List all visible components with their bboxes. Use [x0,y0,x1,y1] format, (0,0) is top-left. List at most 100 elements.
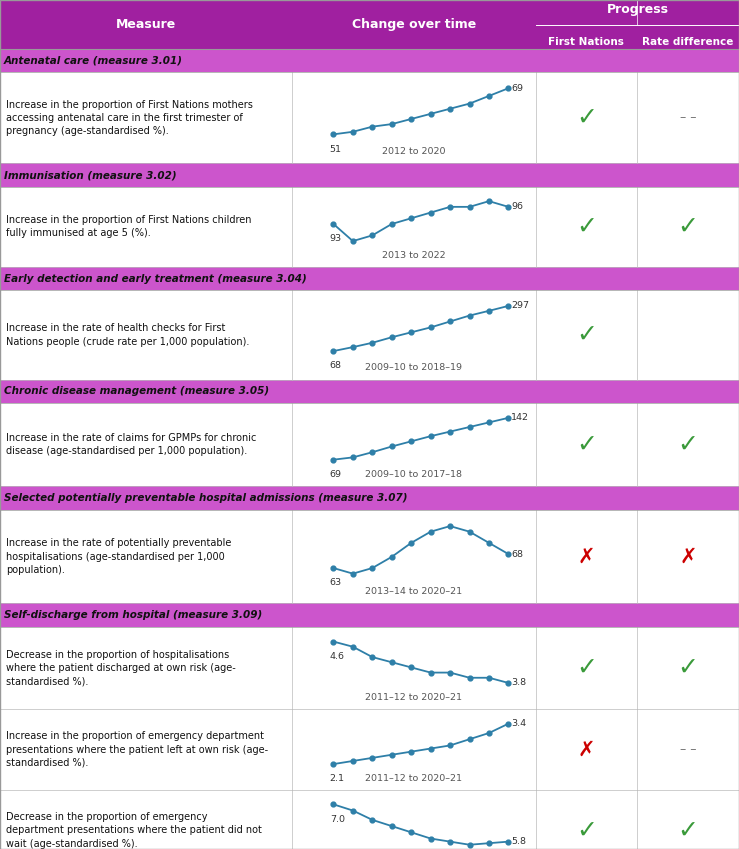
Point [425,107,437,121]
Point [405,435,417,448]
Point [386,748,398,762]
Point [483,536,495,549]
Point [463,525,475,538]
Text: 2012 to 2020: 2012 to 2020 [382,147,446,155]
Text: 2.1: 2.1 [330,774,344,784]
Bar [0,49,739,72]
Text: 93: 93 [330,234,342,243]
Point [425,321,437,335]
Point [425,205,437,219]
Point [327,561,339,575]
Point [327,217,339,231]
Text: 69: 69 [330,469,341,479]
Text: ✓: ✓ [576,215,597,239]
Point [386,550,398,564]
Point [463,671,475,684]
Text: 2009–10 to 2018–19: 2009–10 to 2018–19 [365,363,463,372]
Point [367,650,378,664]
Point [405,112,417,126]
Point [463,200,475,214]
Point [503,676,514,689]
Point [463,838,475,849]
Point [405,325,417,339]
Point [386,217,398,231]
Point [444,200,456,214]
Text: 2013–14 to 2020–21: 2013–14 to 2020–21 [365,587,463,596]
Point [444,739,456,752]
Text: ✗: ✗ [578,739,595,760]
Text: 69: 69 [511,84,523,93]
Text: 5.8: 5.8 [511,837,526,846]
Point [483,671,495,684]
Point [444,666,456,679]
Text: ✓: ✓ [576,818,597,842]
Point [444,102,456,115]
Text: Measure: Measure [116,18,176,31]
Text: 3.4: 3.4 [511,719,526,728]
Text: ✓: ✓ [576,656,597,680]
Text: First Nations: First Nations [548,37,624,47]
Text: 142: 142 [511,413,529,422]
Point [483,416,495,430]
Point [444,520,456,533]
Point [444,835,456,848]
Bar [0,290,739,380]
Text: Immunisation (measure 3.02): Immunisation (measure 3.02) [4,170,177,180]
Point [503,548,514,561]
Text: Increase in the rate of health checks for First
Nations people (crude rate per 1: Increase in the rate of health checks fo… [6,323,249,346]
Point [503,717,514,730]
Point [463,420,475,434]
Text: – –: – – [680,743,696,756]
Point [405,825,417,839]
Text: ✓: ✓ [576,323,597,347]
Point [444,424,456,438]
Point [425,832,437,846]
Point [483,304,495,318]
Point [367,336,378,350]
Point [503,835,514,848]
Point [367,120,378,133]
Bar [0,403,739,486]
Text: Increase in the proportion of emergency department
presentations where the patie: Increase in the proportion of emergency … [6,732,268,767]
Bar [0,604,739,627]
Point [483,89,495,103]
Bar [0,627,739,709]
Bar [0,163,739,187]
Bar [0,790,739,849]
Text: 68: 68 [511,549,523,559]
Text: ✓: ✓ [678,215,698,239]
Point [367,228,378,242]
Bar [0,709,739,790]
Point [405,536,417,549]
Text: 2011–12 to 2020–21: 2011–12 to 2020–21 [365,693,463,702]
Point [463,733,475,746]
Text: ✗: ✗ [578,547,595,566]
Text: 51: 51 [330,144,341,154]
Text: Rate difference: Rate difference [642,37,734,47]
Point [463,309,475,323]
Point [367,813,378,827]
Text: ✓: ✓ [678,656,698,680]
Point [405,211,417,225]
Bar [0,267,739,290]
Text: ✓: ✓ [678,818,698,842]
Text: 4.6: 4.6 [330,652,344,661]
Text: Increase in the proportion of First Nations mothers
accessing antenatal care in : Increase in the proportion of First Nati… [6,99,253,136]
Text: Chronic disease management (measure 3.05): Chronic disease management (measure 3.05… [4,386,269,396]
Point [503,299,514,312]
Text: Increase in the proportion of First Nations children
fully immunised at age 5 (%: Increase in the proportion of First Nati… [6,216,251,239]
Text: 297: 297 [511,301,529,311]
Point [347,125,359,138]
Text: Self-discharge from hospital (measure 3.09): Self-discharge from hospital (measure 3.… [4,610,262,620]
Point [386,117,398,131]
Point [347,567,359,581]
Point [327,797,339,811]
Bar [0,72,739,163]
Point [327,757,339,771]
Point [483,726,495,739]
Text: 7.0: 7.0 [330,814,344,824]
Point [347,340,359,354]
Text: Decrease in the proportion of hospitalisations
where the patient discharged at o: Decrease in the proportion of hospitalis… [6,650,236,686]
Point [386,655,398,669]
Point [503,82,514,95]
